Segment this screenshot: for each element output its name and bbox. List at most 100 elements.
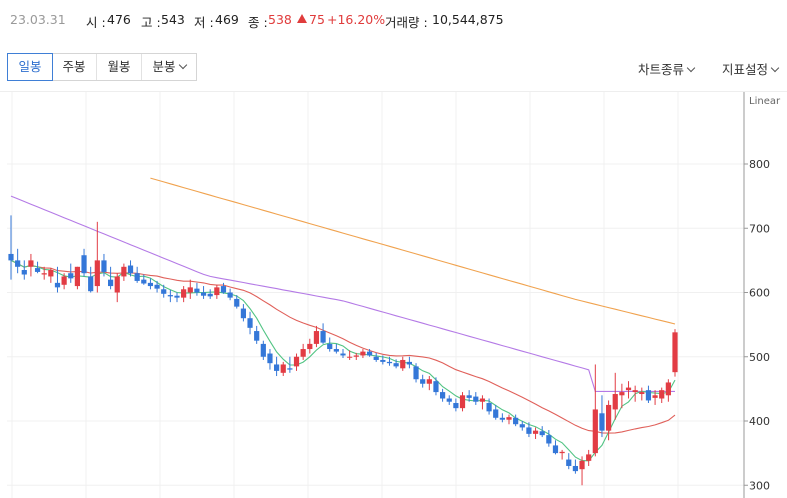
candle-down[interactable] bbox=[15, 260, 21, 267]
candle-down[interactable] bbox=[247, 318, 253, 328]
candle-up[interactable] bbox=[586, 454, 592, 461]
candle-up[interactable] bbox=[592, 409, 598, 454]
candle-down[interactable] bbox=[274, 364, 280, 371]
candle-down[interactable] bbox=[386, 361, 393, 364]
candle-up[interactable] bbox=[665, 382, 671, 396]
candle-up[interactable] bbox=[280, 364, 286, 373]
candle-down[interactable] bbox=[88, 276, 94, 292]
tab-weekly[interactable]: 주봉 bbox=[52, 54, 97, 80]
candle-up[interactable] bbox=[459, 395, 466, 409]
candle-down[interactable] bbox=[260, 343, 266, 357]
candle-down[interactable] bbox=[108, 279, 114, 287]
candle-down[interactable] bbox=[287, 368, 293, 370]
candle-down[interactable] bbox=[320, 331, 326, 343]
candle-up[interactable] bbox=[625, 387, 632, 391]
candle-down[interactable] bbox=[552, 445, 559, 454]
candle-down[interactable] bbox=[333, 349, 339, 352]
candle-up[interactable] bbox=[94, 260, 100, 287]
candle-down[interactable] bbox=[373, 356, 379, 360]
candle-up[interactable] bbox=[532, 430, 539, 434]
candle-down[interactable] bbox=[645, 390, 652, 401]
tab-minute[interactable]: 분봉 bbox=[142, 54, 196, 80]
candle-up[interactable] bbox=[426, 379, 432, 384]
candle-down[interactable] bbox=[161, 289, 167, 294]
candle-down[interactable] bbox=[366, 351, 373, 356]
candle-up[interactable] bbox=[347, 356, 353, 358]
candle-up[interactable] bbox=[61, 276, 67, 285]
candle-up[interactable] bbox=[41, 273, 47, 275]
candle-down[interactable] bbox=[493, 409, 499, 418]
candle-up[interactable] bbox=[400, 359, 406, 369]
chart-type-button[interactable]: 차트종류 bbox=[638, 59, 696, 78]
candle-up[interactable] bbox=[48, 270, 54, 277]
candle-down[interactable] bbox=[220, 286, 227, 293]
candle-down[interactable] bbox=[174, 295, 180, 298]
candle-down[interactable] bbox=[34, 268, 41, 272]
candle-up[interactable] bbox=[114, 276, 120, 293]
candle-down[interactable] bbox=[473, 396, 479, 402]
candle-down[interactable] bbox=[413, 366, 419, 380]
candle-up[interactable] bbox=[74, 266, 80, 287]
candle-down[interactable] bbox=[240, 308, 246, 319]
candle-up[interactable] bbox=[506, 417, 512, 420]
candle-up[interactable] bbox=[307, 343, 313, 350]
candle-up[interactable] bbox=[121, 266, 127, 277]
candle-up[interactable] bbox=[612, 394, 618, 410]
candle-down[interactable] bbox=[380, 359, 386, 362]
candle-down[interactable] bbox=[393, 363, 399, 367]
candle-down[interactable] bbox=[141, 279, 147, 284]
candle-down[interactable] bbox=[21, 270, 27, 275]
indicator-settings-button[interactable]: 지표설정 bbox=[722, 59, 780, 78]
candle-up[interactable] bbox=[632, 390, 638, 393]
tab-daily[interactable]: 일봉 bbox=[7, 53, 53, 81]
candle-up[interactable] bbox=[181, 289, 187, 298]
candle-down[interactable] bbox=[81, 255, 87, 274]
candle-up[interactable] bbox=[659, 390, 665, 399]
candle-down[interactable] bbox=[254, 331, 260, 341]
candle-down[interactable] bbox=[440, 392, 446, 399]
candle-down[interactable] bbox=[539, 431, 545, 436]
candle-down[interactable] bbox=[101, 260, 107, 272]
candle-down[interactable] bbox=[453, 403, 459, 409]
candle-down[interactable] bbox=[513, 417, 519, 425]
candlestick-chart[interactable]: 800 700 600 500 400 300 Linear bbox=[0, 92, 787, 498]
candle-down[interactable] bbox=[68, 273, 74, 279]
candle-down[interactable] bbox=[519, 424, 525, 428]
candle-up[interactable] bbox=[28, 260, 34, 267]
candle-down[interactable] bbox=[127, 265, 134, 274]
candle-up[interactable] bbox=[300, 349, 306, 357]
tab-monthly[interactable]: 월봉 bbox=[97, 54, 142, 80]
candle-down[interactable] bbox=[433, 381, 439, 393]
candle-down[interactable] bbox=[572, 465, 578, 472]
candle-down[interactable] bbox=[194, 288, 200, 293]
candle-up[interactable] bbox=[672, 332, 678, 373]
candle-up[interactable] bbox=[652, 395, 658, 398]
candle-up[interactable] bbox=[360, 351, 366, 356]
candle-up[interactable] bbox=[214, 287, 220, 296]
candle-down[interactable] bbox=[134, 273, 140, 281]
candle-up[interactable] bbox=[353, 355, 359, 357]
candle-up[interactable] bbox=[579, 460, 585, 470]
candle-up[interactable] bbox=[619, 392, 625, 396]
candle-down[interactable] bbox=[327, 343, 333, 350]
candle-down[interactable] bbox=[8, 253, 14, 261]
candle-down[interactable] bbox=[446, 398, 452, 402]
candle-down[interactable] bbox=[207, 293, 213, 297]
candle-down[interactable] bbox=[267, 353, 273, 364]
candle-down[interactable] bbox=[466, 395, 472, 398]
candle-down[interactable] bbox=[526, 427, 532, 434]
candle-down[interactable] bbox=[486, 403, 492, 412]
candle-down[interactable] bbox=[420, 379, 426, 384]
candle-up[interactable] bbox=[639, 392, 645, 395]
candle-down[interactable] bbox=[167, 295, 173, 297]
candle-down[interactable] bbox=[147, 282, 154, 287]
candle-down[interactable] bbox=[406, 361, 412, 365]
candle-down[interactable] bbox=[599, 413, 605, 431]
candle-down[interactable] bbox=[499, 417, 505, 420]
candle-down[interactable] bbox=[546, 435, 552, 444]
candle-down[interactable] bbox=[566, 459, 572, 466]
candle-up[interactable] bbox=[293, 356, 300, 367]
candle-down[interactable] bbox=[54, 282, 61, 288]
candle-down[interactable] bbox=[234, 298, 240, 307]
candle-up[interactable] bbox=[479, 398, 486, 402]
